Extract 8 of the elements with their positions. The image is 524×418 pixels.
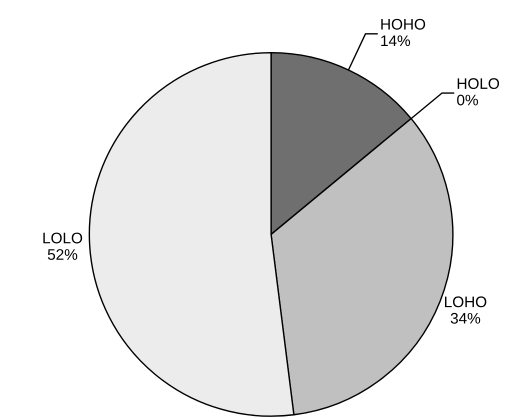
slice-label: HOHO xyxy=(381,18,426,30)
text: 0% xyxy=(457,94,478,106)
category-label: HOLO xyxy=(458,78,500,89)
data-label: 14% xyxy=(381,35,410,46)
data-label: 34% xyxy=(450,312,480,324)
data-label: 52% xyxy=(48,249,78,260)
slice-label: LOHO xyxy=(445,296,486,308)
slice-label: LOLO xyxy=(43,232,82,244)
